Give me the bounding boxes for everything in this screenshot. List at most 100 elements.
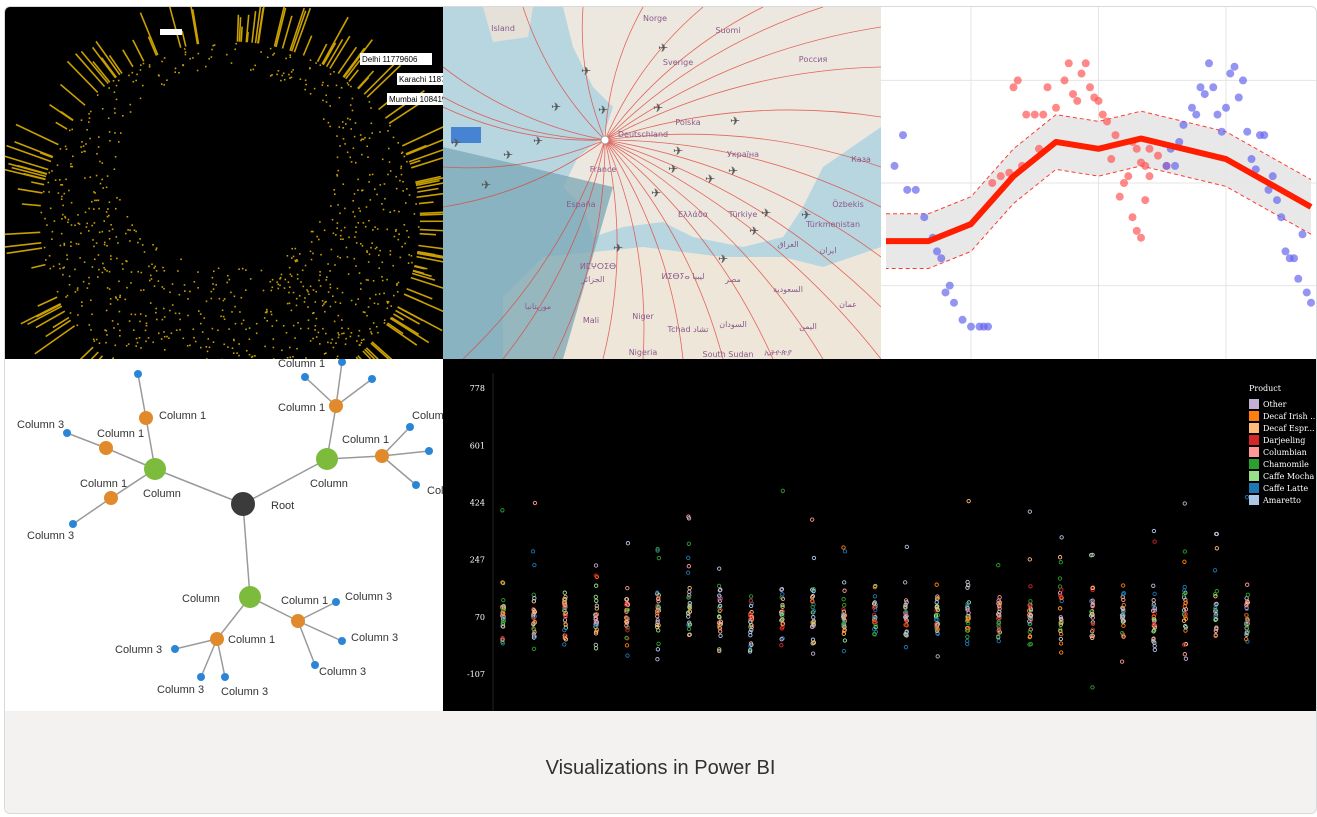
globe-dot (115, 236, 118, 238)
globe-dot (336, 222, 339, 224)
globe-dot (56, 164, 59, 166)
globe-dot (62, 267, 64, 269)
plane-icon: ✈ (653, 101, 663, 115)
data-point (842, 580, 847, 585)
globe-dot (319, 343, 321, 345)
data-point (841, 628, 847, 634)
globe-dot (270, 289, 273, 292)
globe-dot (189, 57, 191, 60)
data-point (1090, 620, 1096, 625)
globe-dot (194, 340, 197, 343)
globe-dot (272, 358, 275, 359)
tree-node (291, 614, 305, 628)
globe-marker (160, 29, 182, 35)
globe-dot (408, 254, 410, 256)
globe-spike (275, 7, 287, 48)
globe-dot (325, 101, 328, 103)
data-point (811, 587, 816, 592)
data-point (1057, 606, 1063, 611)
globe-dot (407, 262, 410, 264)
data-point (655, 657, 660, 662)
data-point (1213, 610, 1219, 615)
plane-icon: ✈ (668, 162, 678, 176)
data-point (655, 614, 660, 619)
globe-dot (48, 191, 50, 193)
globe-dot (368, 101, 371, 103)
globe-dot (397, 142, 399, 144)
globe-spike (100, 57, 117, 78)
tree-node (338, 637, 346, 645)
data-point (747, 649, 753, 654)
data-point (965, 638, 970, 644)
globe-dot (157, 280, 160, 282)
globe-dot (119, 296, 121, 298)
data-point (594, 598, 599, 603)
globe-dot (344, 143, 346, 145)
globe-dot (361, 138, 363, 140)
data-point (1244, 623, 1250, 628)
globe-dot (344, 343, 347, 345)
globe-spike (92, 60, 111, 83)
data-point (1013, 76, 1022, 85)
globe-dot (362, 138, 365, 141)
tree-edge (154, 468, 244, 505)
globe-dot (110, 258, 112, 260)
globe-dot (332, 295, 334, 297)
globe-dot (367, 261, 370, 263)
globe-spike (395, 309, 420, 325)
globe-dot (93, 222, 96, 224)
map-label: Polska (675, 118, 700, 127)
globe-dot (341, 291, 344, 294)
globe-dot (101, 271, 104, 274)
data-point (1162, 161, 1171, 170)
data-point (655, 547, 660, 552)
globe-dot (329, 73, 332, 75)
globe-dot (242, 319, 245, 322)
legend-label: Darjeeling (1263, 436, 1305, 445)
globe-dot (309, 340, 312, 342)
globe-dot (357, 222, 360, 224)
globe-dot (88, 276, 90, 279)
map-label: Nigeria (629, 348, 658, 357)
globe-dot (324, 301, 326, 304)
tree-node (412, 481, 420, 489)
globe-dot (338, 96, 341, 99)
tree-edge (381, 455, 417, 486)
globe-dot (205, 300, 208, 303)
globe-dot (106, 334, 108, 336)
tree-node-label: Root (271, 500, 294, 512)
globe-dot (192, 57, 194, 59)
data-point (1179, 120, 1188, 129)
data-point (811, 588, 816, 594)
data-point (655, 618, 660, 623)
data-point (1213, 617, 1218, 622)
globe-dot (406, 188, 408, 190)
data-point (593, 612, 598, 618)
globe-dot (82, 280, 85, 283)
data-point (780, 604, 785, 609)
map-label: Tchad تشاد (667, 325, 709, 334)
globe-dot (332, 232, 335, 235)
globe-dot (281, 74, 284, 77)
globe-spike (60, 111, 74, 121)
plane-icon: ✈ (658, 41, 668, 55)
flight-map-visual: ✈ ✈ ✈ ✈ ✈ ✈ ✈ ✈ ✈ ✈ ✈ ✈ ✈ ✈ ✈ ✈ ✈ ✈ ✈ ✈ Island Norge Sverige Su… (443, 7, 881, 359)
data-point (1120, 619, 1126, 624)
data-point (1217, 127, 1226, 136)
globe-dot (270, 313, 273, 316)
data-point (1058, 628, 1063, 634)
globe-dot (294, 337, 296, 339)
globe-spike (20, 302, 61, 325)
data-point (1064, 59, 1073, 68)
globe-dot (359, 210, 361, 212)
globe-dot (183, 48, 186, 50)
globe-dot (99, 182, 102, 185)
data-point (1028, 615, 1034, 620)
plane-icon: ✈ (503, 148, 513, 162)
globe-dot (49, 207, 52, 210)
tree-edge (242, 503, 251, 598)
globe-dot (333, 320, 336, 323)
globe-dot (337, 204, 339, 206)
data-point (593, 631, 599, 636)
